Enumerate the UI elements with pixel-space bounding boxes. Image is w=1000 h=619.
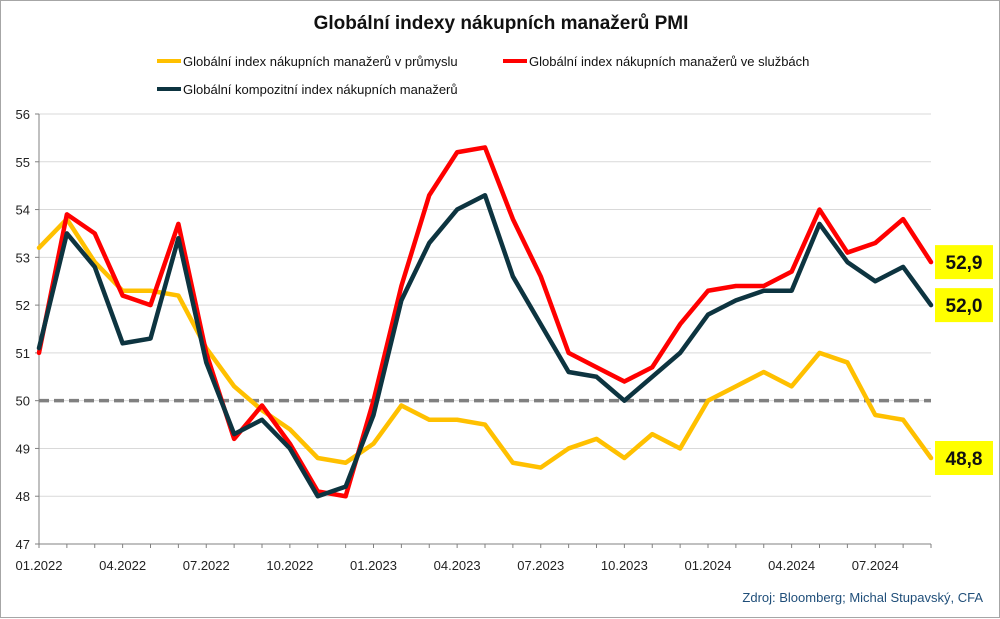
callout-composite-label: 52,0 xyxy=(946,296,983,317)
x-axis: 01.2022 04.2022 07.2022 10.2022 01.2023 04.20… xyxy=(16,543,932,573)
x-tick-label: 07.2023 xyxy=(517,558,564,573)
value-callouts: 52,9 52,0 48,8 xyxy=(935,245,993,475)
y-tick-label: 56 xyxy=(16,107,30,122)
callout-industry-box xyxy=(935,441,993,475)
legend-label-services: Globální index nákupních manažerů ve slu… xyxy=(529,54,809,69)
x-tick-label: 04.2024 xyxy=(768,558,815,573)
callout-services-label: 52,9 xyxy=(946,253,983,274)
x-tick-label: 01.2022 xyxy=(16,558,63,573)
y-tick-label: 55 xyxy=(16,155,30,170)
y-axis: 47 48 49 50 51 52 53 54 55 56 xyxy=(16,107,40,552)
y-tick-label: 52 xyxy=(16,298,30,313)
source-note: Zdroj: Bloomberg; Michal Stupavský, CFA xyxy=(742,590,983,605)
callout-composite-box xyxy=(935,288,993,323)
x-tick-label: 10.2023 xyxy=(601,558,648,573)
chart-title: Globální indexy nákupních manažerů PMI xyxy=(314,13,689,34)
legend-label-industry: Globální index nákupních manažerů v prům… xyxy=(183,54,458,69)
callout-industry-label: 48,8 xyxy=(946,449,983,470)
series-line-industry xyxy=(36,216,934,470)
x-tick-label: 01.2024 xyxy=(685,558,732,573)
series-line-services xyxy=(36,145,934,499)
x-tick-label: 04.2023 xyxy=(434,558,481,573)
y-tick-label: 51 xyxy=(16,346,30,361)
x-tick-label: 07.2022 xyxy=(183,558,230,573)
y-tick-label: 53 xyxy=(16,250,30,265)
y-tick-label: 54 xyxy=(16,203,30,218)
y-tick-label: 48 xyxy=(16,489,30,504)
series-lines xyxy=(36,145,934,499)
x-tick-label: 01.2023 xyxy=(350,558,397,573)
x-tick-label: 04.2022 xyxy=(99,558,146,573)
y-tick-label: 47 xyxy=(16,537,30,552)
callout-services-box xyxy=(935,245,993,280)
x-tick-label: 10.2022 xyxy=(266,558,313,573)
x-tick-label: 07.2024 xyxy=(852,558,899,573)
legend: Globální index nákupních manažerů v prům… xyxy=(157,54,809,97)
y-tick-label: 49 xyxy=(16,441,30,456)
series-line-composite xyxy=(36,192,934,499)
gridlines xyxy=(39,113,931,545)
legend-label-composite: Globální kompozitní index nákupních mana… xyxy=(183,82,458,97)
y-tick-label: 50 xyxy=(16,394,30,409)
